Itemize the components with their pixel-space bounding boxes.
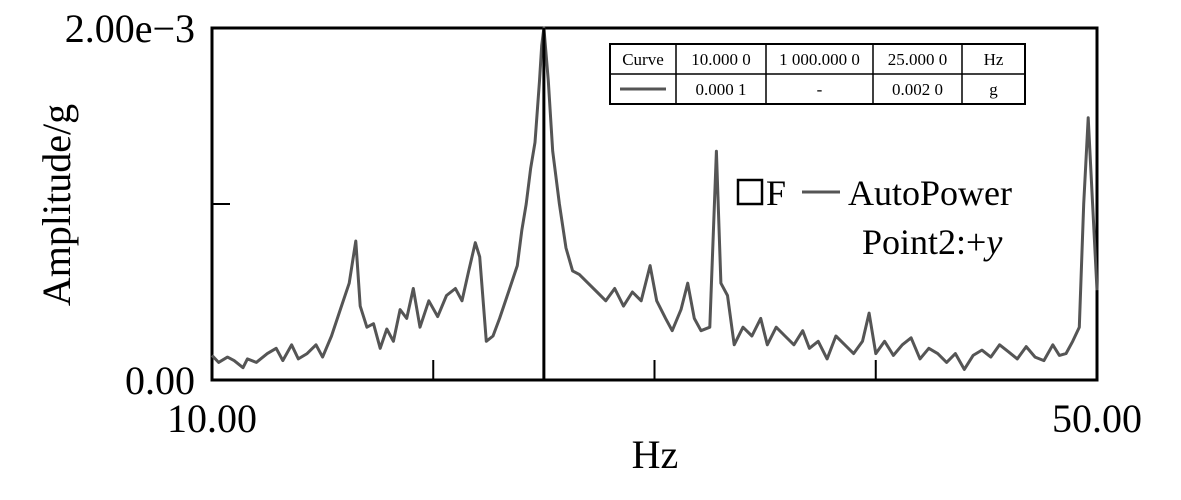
table-header-cell: Curve xyxy=(622,50,664,69)
legend-label-part: y xyxy=(983,222,1002,262)
x-tick-label: 10.00 xyxy=(167,396,257,441)
legend-label: Point2:+y xyxy=(862,222,1002,262)
table-header-cell: Hz xyxy=(984,50,1004,69)
legend-label: AutoPower xyxy=(848,173,1012,213)
y-tick-label: 2.00e−3 xyxy=(65,6,195,51)
y-axis-label: Amplitude/g xyxy=(34,104,79,306)
table-header-cell: 25.000 0 xyxy=(888,50,948,69)
table-header-cell: 1 000.000 0 xyxy=(779,50,860,69)
legend: F AutoPower Point2:+y xyxy=(736,173,1012,262)
table-cell: - xyxy=(817,80,823,99)
table-header-cell: 10.000 0 xyxy=(691,50,751,69)
legend-label-part: Point2:+ xyxy=(862,222,986,262)
table-cell: g xyxy=(989,80,998,99)
legend-box xyxy=(736,178,764,206)
table-cell: 0.000 1 xyxy=(696,80,747,99)
value-table: Curve 10.000 0 1 000.000 0 25.000 0 Hz 0.000 … xyxy=(609,43,1026,105)
table-cell: 0.002 0 xyxy=(892,80,943,99)
x-tick-label: 50.00 xyxy=(1052,396,1142,441)
legend-box-label: F xyxy=(766,173,786,213)
y-tick-label: 0.00 xyxy=(125,358,195,403)
x-axis-label: Hz xyxy=(632,432,679,477)
data-line xyxy=(210,26,1099,371)
